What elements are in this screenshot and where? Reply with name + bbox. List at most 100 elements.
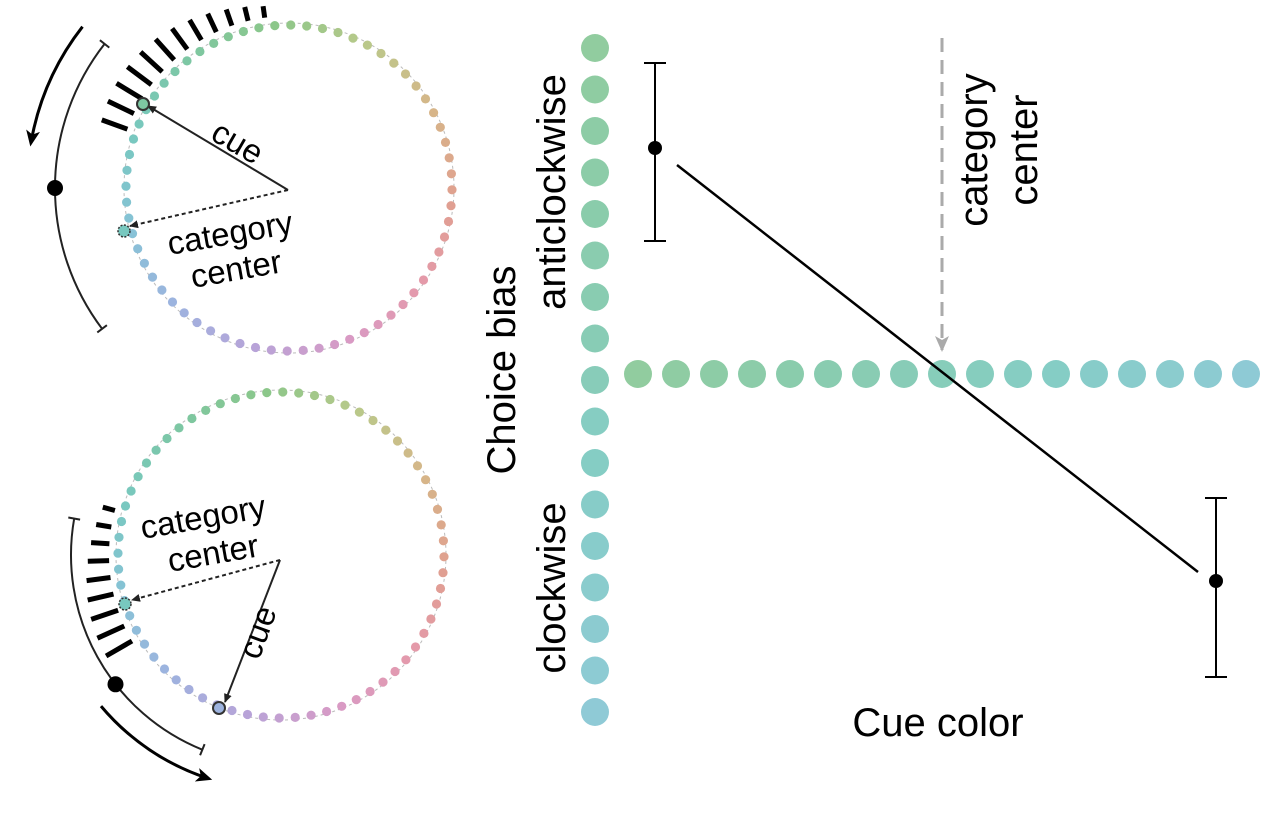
hue-dot xyxy=(201,405,211,415)
hue-dot xyxy=(114,564,124,574)
hue-dot xyxy=(410,642,421,652)
hue-dot xyxy=(294,388,304,398)
hue-dot xyxy=(418,275,429,285)
bottom-wheel-cue-label: cue xyxy=(231,601,284,664)
x-color-dot xyxy=(1232,360,1260,388)
hue-dot xyxy=(444,153,454,163)
x-color-dot xyxy=(700,360,728,388)
hue-dot xyxy=(258,712,268,722)
hue-dot xyxy=(242,709,253,720)
y-color-dot xyxy=(581,117,609,145)
hue-dot xyxy=(427,489,437,499)
hue-dot xyxy=(345,334,355,344)
hue-dot xyxy=(195,46,205,57)
histogram-bar xyxy=(90,607,119,622)
hue-dot xyxy=(362,40,372,50)
hue-dot xyxy=(359,328,369,338)
hue-dot xyxy=(434,247,444,257)
y-color-dot xyxy=(581,615,609,643)
histogram-bar xyxy=(170,27,190,51)
histogram-bar xyxy=(100,117,129,132)
bottom-wheel-center-dot xyxy=(118,597,132,611)
hue-dot xyxy=(134,119,144,129)
hue-dot xyxy=(274,713,284,723)
y-color-dot xyxy=(581,200,609,228)
hue-dot xyxy=(365,686,375,697)
hue-dot xyxy=(149,91,160,101)
histogram-bar xyxy=(95,522,112,530)
hue-dot xyxy=(141,458,152,468)
hue-dot xyxy=(354,407,364,417)
hue-dot xyxy=(192,317,202,328)
top-wheel-center-dot xyxy=(117,224,131,238)
hue-dot xyxy=(113,548,123,558)
hue-dot xyxy=(162,433,172,444)
hue-dot xyxy=(333,27,343,38)
bottom-wheel-hue-dots xyxy=(113,387,449,723)
hue-dot xyxy=(351,695,361,705)
hue-dot xyxy=(306,710,316,720)
hue-dot xyxy=(426,614,436,624)
histogram-bar xyxy=(260,5,268,19)
histogram-bar xyxy=(223,8,235,27)
hue-dot xyxy=(317,23,328,34)
hue-dot xyxy=(278,387,288,397)
hue-dot xyxy=(246,390,256,400)
hue-dot xyxy=(209,38,219,49)
hue-dot xyxy=(198,693,208,703)
hue-dot xyxy=(427,261,437,271)
hue-dot xyxy=(435,583,446,594)
hue-dot xyxy=(443,216,454,227)
bottom-wheel-response-histogram xyxy=(86,504,134,659)
hue-dot xyxy=(220,333,230,343)
y-axis-title: Choice bias xyxy=(480,265,524,474)
histogram-bar xyxy=(125,64,153,87)
hue-dot xyxy=(133,472,143,482)
y-color-dot xyxy=(581,34,609,62)
hue-dot xyxy=(159,664,170,674)
hue-dot xyxy=(167,297,178,307)
hue-dot xyxy=(429,108,439,118)
y-color-dot xyxy=(581,449,609,477)
hue-dot xyxy=(431,599,442,609)
x-color-dot xyxy=(966,360,994,388)
bottom-wheel-cue-dot xyxy=(212,701,226,715)
hue-dot xyxy=(392,436,403,446)
hue-dot xyxy=(447,185,457,195)
hue-dot xyxy=(348,33,358,43)
hue-dot xyxy=(171,675,181,685)
category-center-label-line2: center xyxy=(1002,94,1046,205)
hue-dot xyxy=(446,169,456,179)
hue-dot xyxy=(436,520,446,530)
top-wheel-center-arrow xyxy=(129,189,289,229)
y-color-dot xyxy=(581,698,609,726)
hue-dot xyxy=(122,165,132,175)
hue-dot xyxy=(174,423,184,433)
y-color-dot xyxy=(581,75,609,104)
y-color-dot xyxy=(581,324,609,353)
y-color-dot xyxy=(581,490,609,519)
hue-dot xyxy=(440,137,451,147)
x-color-dot xyxy=(1042,360,1070,388)
category-center-label-line1: category xyxy=(952,73,996,226)
histogram-bar xyxy=(87,591,115,603)
histogram-bar xyxy=(153,37,177,62)
hue-dot xyxy=(270,21,280,31)
hue-dot xyxy=(386,310,396,320)
histogram-bar xyxy=(106,98,135,116)
hue-dot xyxy=(298,345,308,355)
y-axis-color-dots xyxy=(581,34,609,726)
hue-dot xyxy=(147,272,158,282)
y-color-dot xyxy=(581,573,609,602)
hue-dot xyxy=(389,58,399,68)
x-color-dot xyxy=(624,360,652,388)
hue-dot xyxy=(122,197,132,207)
hue-dot xyxy=(126,486,136,496)
x-color-dot xyxy=(776,360,804,388)
x-color-dot xyxy=(814,360,842,388)
histogram-bar xyxy=(102,504,116,513)
hue-dot xyxy=(438,568,448,578)
hue-dot xyxy=(401,655,411,665)
top-wheel-bias-arc xyxy=(54,39,110,334)
hue-dot xyxy=(314,343,324,353)
